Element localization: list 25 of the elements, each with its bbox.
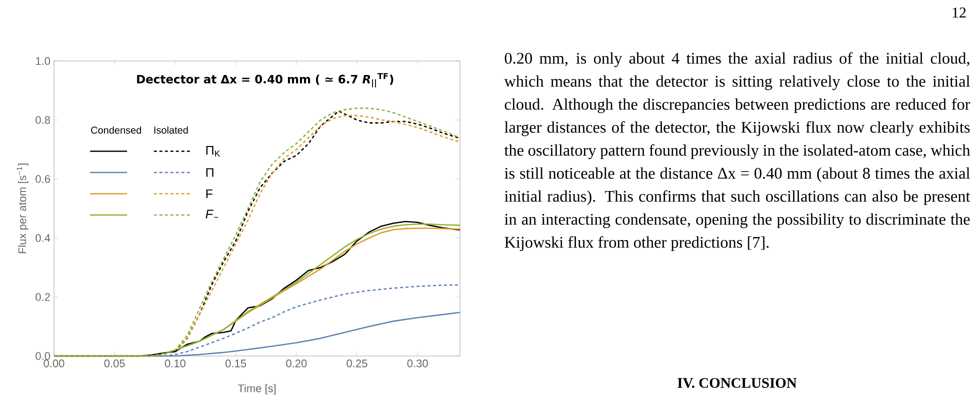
y-tick-label: 0.2 xyxy=(36,293,50,301)
x-tick-label: 0.15 xyxy=(226,360,246,368)
text: Dectector at Δx = 0.40 mm ( ≃ 6.7 R$_{||}$$^{TF}$) xyxy=(137,73,394,88)
legend-label: F xyxy=(206,189,212,198)
y-tick-label: 0.8 xyxy=(36,116,50,124)
annotation: Isolated xyxy=(154,126,188,134)
x-tick-label: 0.10 xyxy=(164,360,186,368)
x-tick-label: 0.05 xyxy=(104,360,125,368)
y-tick-label: 1.0 xyxy=(36,57,50,65)
x-axis-title: Time [s] xyxy=(238,384,276,394)
legend-label: Π$_{K}$ xyxy=(206,146,220,157)
legend-label: F$_{−}$ xyxy=(206,210,218,218)
y-tick-label: 0.6 xyxy=(36,175,50,183)
x-tick-label: 0.20 xyxy=(286,360,307,368)
y-tick-label: 0.4 xyxy=(36,234,50,242)
x-tick-label: 0.25 xyxy=(346,360,368,368)
y-tick-label: 0.0 xyxy=(36,352,50,360)
text: 0.20 mm, is only about 4 times the axial radius of the initial cloud, which means that the detector is sitting relatively close to the initial cloud. Although the discrepancies between predictions are reduced for larger distances of the detector, the Kijowski flux now clearly exhibits the oscillatory pattern found previously in the isolated-atom case, which is still noticeable at the distance Δx = 0.40 mm (about 8 times the axial initial radius). This confirms that such oscillations can also be present in an interacting condensate, opening the possibility to discriminate the Kijowski flux from other predictions [7]. xyxy=(504,52,970,252)
text: IV. CONCLUSION xyxy=(678,378,797,388)
legend-label: Π xyxy=(206,168,214,177)
y-axis-title: Flux per atom [s$^{−1}$] xyxy=(16,164,28,254)
text: 12 xyxy=(952,8,966,18)
annotation: Condensed xyxy=(91,126,142,134)
x-tick-label: 0.30 xyxy=(407,360,428,368)
x-tick-label: 0.00 xyxy=(44,360,64,368)
